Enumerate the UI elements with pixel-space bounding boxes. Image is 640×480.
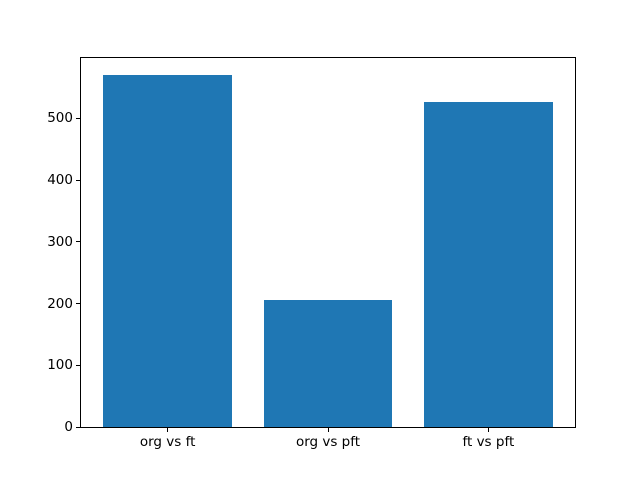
y-tick-label: 300 (47, 233, 73, 250)
y-tick-mark (76, 117, 80, 119)
plot-area: 0 100 200 300 400 500 org vs ft org vs pft ft vs… (47, 57, 576, 449)
x-tick-label: org vs pft (295, 434, 361, 450)
bar-org-vs-ft (103, 75, 232, 427)
y-tick-mark (76, 179, 80, 181)
y-tick-label: 200 (47, 295, 73, 312)
y-tick-label: 400 (47, 172, 73, 189)
y-tick-mark (76, 426, 80, 428)
x-tick-mark (487, 428, 489, 432)
x-tick-mark (167, 428, 169, 432)
x-tick-label: ft vs pft (462, 434, 515, 450)
y-tick-mark (76, 364, 80, 366)
y-tick-label: 100 (47, 357, 73, 374)
y-tick-mark (76, 303, 80, 305)
x-tick-label: org vs ft (139, 434, 196, 450)
y-tick-label: 500 (47, 110, 73, 127)
bar-ft-vs-pft (424, 101, 553, 427)
y-tick-label: 0 (64, 419, 73, 435)
y-tick-mark (76, 241, 80, 243)
bar-org-vs-pft (263, 299, 393, 427)
x-tick-mark (327, 428, 329, 432)
